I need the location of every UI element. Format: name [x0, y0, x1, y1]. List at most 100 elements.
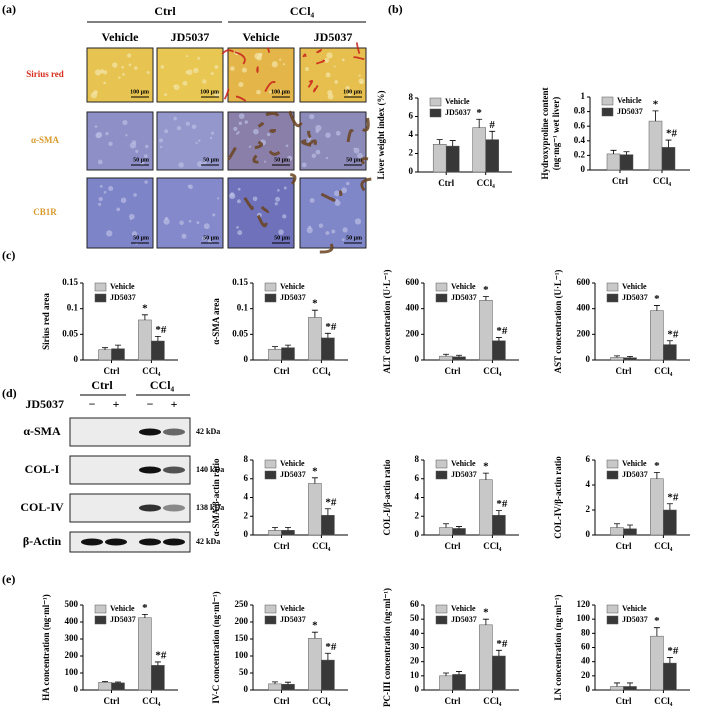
tissue-speck: [94, 69, 102, 76]
significance-mark: *: [483, 284, 489, 296]
y-axis-title: COL-IV/β-actin ratio: [553, 456, 563, 539]
significance-mark: #: [489, 119, 495, 131]
bar: [308, 483, 322, 536]
x-tick-label: Ctrl: [445, 366, 461, 376]
x-tick-label: Ctrl: [616, 696, 632, 706]
x-tick-label: CCl₄: [654, 366, 672, 376]
tissue-speck: [212, 213, 216, 217]
tissue-speck: [120, 197, 127, 204]
bar: [492, 515, 506, 536]
legend-swatch: [435, 470, 448, 480]
treatment-sign: −: [89, 397, 96, 411]
bar: [321, 659, 335, 691]
blot-strip: [69, 531, 191, 553]
tissue-speck: [99, 69, 105, 74]
x-tick-label: Ctrl: [612, 176, 628, 186]
row-label: α-SMA: [31, 135, 60, 145]
legend-label: JD5037: [110, 293, 136, 302]
tissue-speck: [304, 66, 310, 72]
tissue-speck: [133, 193, 137, 197]
y-axis-title: Sirius red area: [41, 293, 51, 350]
y-tick-label: 0.4: [574, 135, 586, 145]
blot-strip: [69, 493, 191, 523]
legend-label: Vehicle: [451, 282, 476, 291]
error-bar: [449, 140, 456, 147]
tissue-speck: [164, 93, 168, 97]
tissue-speck: [209, 136, 213, 140]
bar: [479, 300, 493, 361]
row-label: Sirius red: [26, 69, 64, 79]
error-bar: [666, 503, 673, 510]
y-tick-label: 0.1: [237, 303, 249, 313]
tissue-speck: [164, 129, 169, 134]
tissue-speck: [256, 89, 261, 95]
tissue-speck: [202, 235, 208, 241]
legend-swatch: [264, 615, 277, 625]
tissue-speck: [237, 131, 240, 134]
tissue-speck: [325, 72, 331, 78]
error-bar: [623, 151, 630, 155]
tissue-speck: [185, 70, 189, 74]
stain: [221, 49, 234, 55]
stain: [254, 140, 264, 150]
y-axis-title: Liver weight index (%): [376, 90, 386, 179]
bar: [650, 310, 664, 361]
tissue-speck: [210, 72, 214, 76]
scale-label: 50 μm: [203, 235, 219, 241]
y-tick-label: 0: [415, 684, 420, 694]
tissue-speck: [122, 73, 125, 76]
tissue-speck: [158, 138, 164, 143]
y-tick-label: 40: [410, 627, 420, 637]
tissue-speck: [324, 58, 330, 63]
stain: [307, 79, 314, 88]
x-tick-label: CCl₄: [312, 366, 330, 376]
bar: [281, 683, 295, 691]
treatment-sign: +: [171, 397, 178, 411]
error-bar: [102, 681, 108, 683]
error-bar: [456, 526, 462, 529]
error-bar: [102, 347, 108, 350]
legend-label: JD5037: [110, 615, 136, 624]
error-bar: [614, 355, 620, 358]
stain: [288, 110, 303, 128]
error-bar: [324, 332, 331, 338]
error-bar: [141, 613, 148, 618]
legend-label: Vehicle: [280, 604, 305, 613]
tissue-speck: [237, 230, 243, 236]
panel-label: (b): [388, 2, 403, 16]
y-tick-label: 4: [415, 492, 420, 502]
tissue-speck: [131, 231, 138, 237]
bar: [268, 683, 282, 691]
bar: [610, 357, 624, 361]
legend-swatch: [264, 604, 277, 614]
legend-label: Vehicle: [617, 96, 642, 105]
legend-swatch: [94, 282, 107, 292]
x-tick-label: Ctrl: [616, 366, 632, 376]
tissue-speck: [335, 198, 339, 202]
tissue-speck: [334, 200, 341, 206]
stain: [234, 51, 246, 65]
tissue-speck: [331, 229, 336, 234]
bar: [663, 509, 677, 536]
significance-mark: *#: [496, 325, 508, 337]
y-tick-label: 200: [235, 616, 249, 626]
y-tick-label: 0: [244, 354, 249, 364]
tissue-speck: [214, 91, 221, 98]
bar: [452, 356, 466, 361]
significance-mark: *#: [666, 128, 678, 140]
tissue-speck: [264, 160, 267, 163]
error-bar: [627, 682, 633, 687]
micrograph: [156, 177, 224, 249]
legend-label: Vehicle: [451, 459, 476, 468]
significance-mark: *#: [667, 645, 679, 657]
legend-label: JD5037: [280, 470, 306, 479]
stain: [290, 173, 297, 185]
stain: [268, 150, 281, 156]
blot-band: [139, 466, 161, 474]
x-tick-label: CCl₄: [483, 696, 501, 706]
bar: [138, 319, 152, 361]
bar: [492, 655, 506, 691]
tissue-speck: [94, 125, 98, 128]
y-tick-label: 0: [409, 166, 414, 176]
error-bar: [482, 472, 489, 480]
